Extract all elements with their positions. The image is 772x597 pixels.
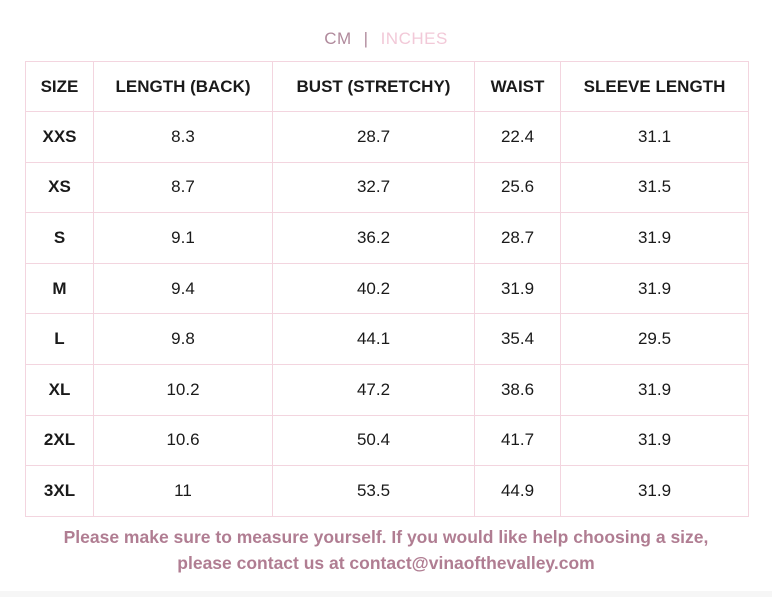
sleeve-cell: 31.9 bbox=[560, 465, 749, 517]
table-row: XXS 8.3 28.7 22.4 31.1 bbox=[25, 111, 749, 163]
sleeve-cell: 31.5 bbox=[560, 161, 749, 214]
length-cell: 9.4 bbox=[93, 262, 273, 315]
header-size: SIZE bbox=[25, 61, 94, 112]
table-row: 3XL 11 53.5 44.9 31.9 bbox=[25, 465, 749, 517]
size-cell: S bbox=[25, 212, 94, 264]
bust-cell: 28.7 bbox=[272, 111, 475, 163]
sleeve-cell: 31.9 bbox=[560, 262, 749, 315]
size-cell: 3XL bbox=[25, 465, 94, 517]
length-cell: 10.6 bbox=[93, 414, 273, 467]
bust-cell: 44.1 bbox=[272, 313, 475, 365]
size-cell: XL bbox=[25, 363, 94, 416]
bust-cell: 50.4 bbox=[272, 414, 475, 467]
unit-toggle: CM | INCHES bbox=[0, 29, 772, 49]
table-header-row: SIZE LENGTH (BACK) BUST (STRETCHY) WAIST… bbox=[25, 61, 749, 112]
waist-cell: 35.4 bbox=[474, 313, 561, 365]
sleeve-cell: 31.1 bbox=[560, 111, 749, 163]
length-cell: 9.1 bbox=[93, 212, 273, 264]
table-row: M 9.4 40.2 31.9 31.9 bbox=[25, 262, 749, 315]
waist-cell: 44.9 bbox=[474, 465, 561, 517]
size-cell: M bbox=[25, 262, 94, 315]
bust-cell: 32.7 bbox=[272, 161, 475, 214]
unit-cm-button[interactable]: CM bbox=[324, 29, 352, 48]
bust-cell: 53.5 bbox=[272, 465, 475, 517]
waist-cell: 25.6 bbox=[474, 161, 561, 214]
length-cell: 10.2 bbox=[93, 363, 273, 416]
table-row: 2XL 10.6 50.4 41.7 31.9 bbox=[25, 414, 749, 467]
waist-cell: 31.9 bbox=[474, 262, 561, 315]
unit-inches-button[interactable]: INCHES bbox=[380, 29, 448, 48]
size-cell: 2XL bbox=[25, 414, 94, 467]
measure-note-line-1: Please make sure to measure yourself. If… bbox=[63, 527, 709, 547]
length-cell: 8.3 bbox=[93, 111, 273, 163]
size-cell: XXS bbox=[25, 111, 94, 163]
bust-cell: 40.2 bbox=[272, 262, 475, 315]
table-row: XS 8.7 32.7 25.6 31.5 bbox=[25, 161, 749, 214]
header-sleeve-length: SLEEVE LENGTH bbox=[560, 61, 749, 112]
size-cell: L bbox=[25, 313, 94, 365]
length-cell: 11 bbox=[93, 465, 273, 517]
table-row: L 9.8 44.1 35.4 29.5 bbox=[25, 313, 749, 365]
table-row: S 9.1 36.2 28.7 31.9 bbox=[25, 212, 749, 264]
bust-cell: 47.2 bbox=[272, 363, 475, 416]
sleeve-cell: 29.5 bbox=[560, 313, 749, 365]
waist-cell: 22.4 bbox=[474, 111, 561, 163]
sleeve-cell: 31.9 bbox=[560, 363, 749, 416]
length-cell: 9.8 bbox=[93, 313, 273, 365]
length-cell: 8.7 bbox=[93, 161, 273, 214]
header-waist: WAIST bbox=[474, 61, 561, 112]
waist-cell: 28.7 bbox=[474, 212, 561, 264]
bottom-divider bbox=[0, 591, 772, 597]
sleeve-cell: 31.9 bbox=[560, 414, 749, 467]
header-bust: BUST (STRETCHY) bbox=[272, 61, 475, 112]
sleeve-cell: 31.9 bbox=[560, 212, 749, 264]
table-row: XL 10.2 47.2 38.6 31.9 bbox=[25, 363, 749, 416]
size-cell: XS bbox=[25, 161, 94, 214]
bust-cell: 36.2 bbox=[272, 212, 475, 264]
waist-cell: 41.7 bbox=[474, 414, 561, 467]
waist-cell: 38.6 bbox=[474, 363, 561, 416]
unit-separator: | bbox=[363, 29, 369, 48]
measure-note-line-2: please contact us at contact@vinaoftheva… bbox=[177, 553, 595, 573]
size-chart-table: SIZE LENGTH (BACK) BUST (STRETCHY) WAIST… bbox=[25, 61, 749, 517]
measure-note: Please make sure to measure yourself. If… bbox=[0, 524, 772, 576]
header-length-back: LENGTH (BACK) bbox=[93, 61, 273, 112]
